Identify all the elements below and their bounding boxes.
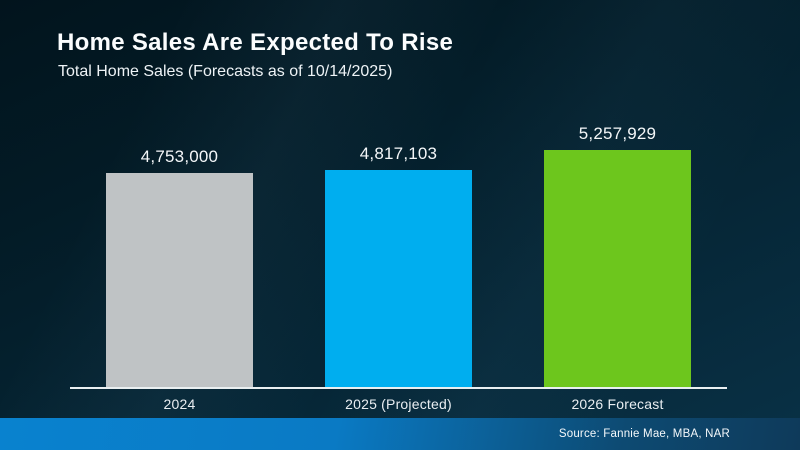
bar-value-label: 4,817,103 bbox=[359, 144, 438, 163]
x-axis-label: 2025 (Projected) bbox=[345, 396, 452, 412]
x-axis-line bbox=[70, 387, 727, 389]
bar-group: 4,753,000 bbox=[70, 147, 289, 388]
x-axis-labels: 2024 2025 (Projected) 2026 Forecast bbox=[70, 396, 727, 412]
bar bbox=[325, 170, 472, 388]
bar-value-label: 5,257,929 bbox=[578, 124, 657, 143]
chart-bars: 4,753,000 4,817,103 5,257,929 bbox=[70, 115, 727, 388]
page-title: Home Sales Are Expected To Rise bbox=[57, 29, 454, 56]
footer-bar: Source: Fannie Mae, MBA, NAR bbox=[0, 418, 800, 450]
bar bbox=[544, 150, 691, 388]
bar-group: 4,817,103 bbox=[289, 144, 508, 388]
x-axis-label: 2024 bbox=[163, 396, 196, 412]
bar bbox=[106, 173, 253, 388]
chart-subtitle: Total Home Sales (Forecasts as of 10/14/… bbox=[58, 63, 393, 80]
x-axis-label: 2026 Forecast bbox=[571, 396, 664, 412]
bar-group: 5,257,929 bbox=[508, 124, 727, 388]
bar-value-label: 4,753,000 bbox=[140, 147, 219, 166]
source-text: Source: Fannie Mae, MBA, NAR bbox=[558, 428, 730, 440]
bar-chart: 4,753,000 4,817,103 5,257,929 bbox=[70, 115, 727, 389]
